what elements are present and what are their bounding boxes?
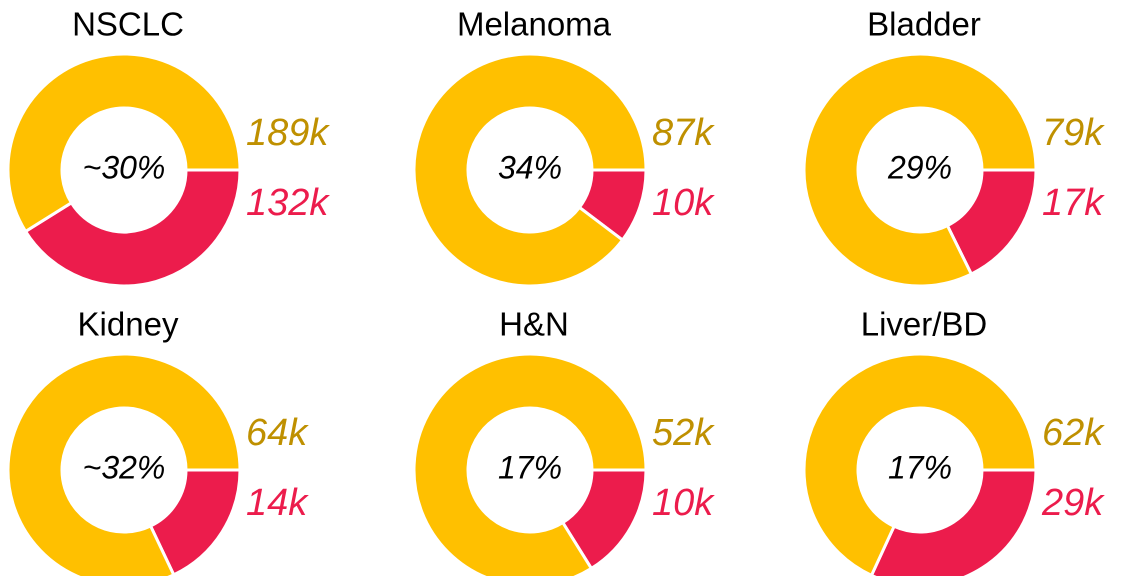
chart-title: Melanoma bbox=[457, 6, 612, 43]
chart-title: H&N bbox=[499, 306, 569, 343]
donut-segment bbox=[869, 468, 1038, 576]
donut-segment bbox=[412, 52, 648, 288]
donut-segment bbox=[23, 168, 242, 288]
value-label: 79k bbox=[1042, 112, 1105, 154]
value-label: 29k bbox=[1041, 482, 1105, 524]
value-label: 189k bbox=[246, 112, 330, 154]
chart-title: Kidney bbox=[78, 306, 179, 343]
donut-segment bbox=[6, 52, 242, 234]
center-label: ~32% bbox=[83, 449, 166, 485]
center-label: 17% bbox=[888, 449, 952, 485]
donut-segment bbox=[802, 52, 1038, 288]
value-label: 64k bbox=[246, 412, 309, 454]
chart-title: NSCLC bbox=[72, 6, 184, 43]
value-label: 10k bbox=[652, 482, 715, 524]
donut-segment bbox=[6, 352, 242, 576]
value-label: 52k bbox=[652, 412, 715, 454]
center-label: 29% bbox=[887, 149, 952, 185]
value-label: 87k bbox=[652, 112, 715, 154]
donut-segment bbox=[412, 352, 648, 576]
value-label: 62k bbox=[1042, 412, 1105, 454]
center-label: 34% bbox=[498, 149, 562, 185]
value-label: 17k bbox=[1042, 182, 1105, 224]
value-label: 10k bbox=[652, 182, 715, 224]
chart-title: Liver/BD bbox=[861, 306, 988, 343]
center-label: ~30% bbox=[83, 149, 166, 185]
center-label: 17% bbox=[498, 449, 562, 485]
value-label: 132k bbox=[246, 182, 330, 224]
chart-title: Bladder bbox=[867, 6, 981, 43]
donut-segment bbox=[802, 352, 1038, 576]
value-label: 14k bbox=[246, 482, 309, 524]
